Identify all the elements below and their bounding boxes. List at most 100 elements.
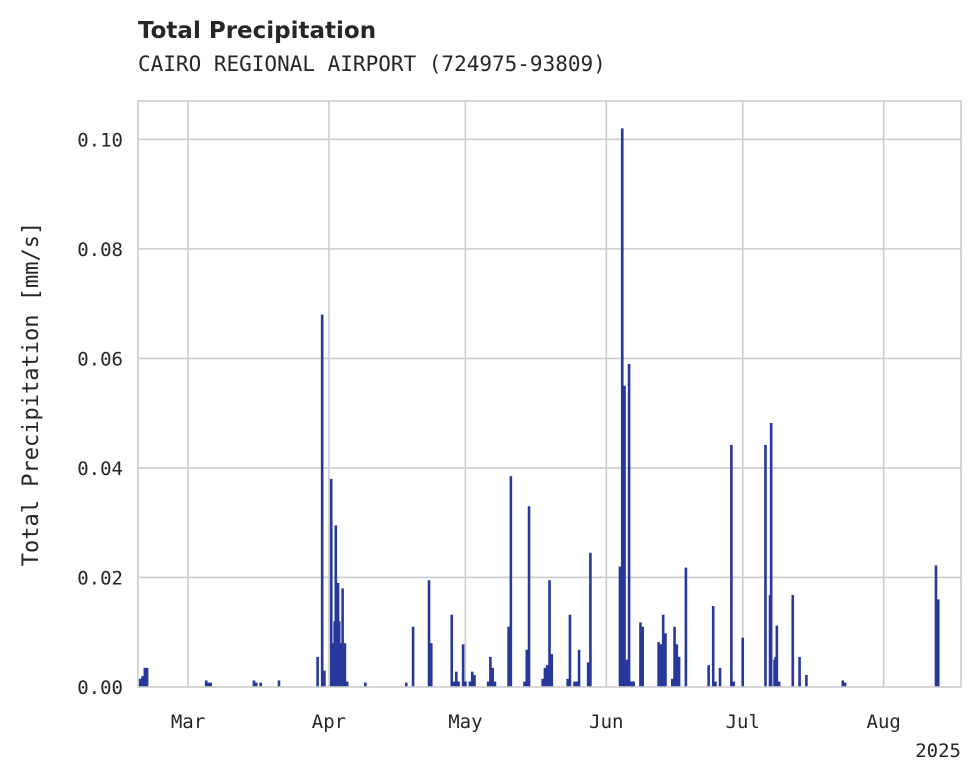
precipitation-bar xyxy=(711,605,715,687)
y-tick-labels: 0.00 0.02 0.04 0.06 0.08 0.10 xyxy=(77,129,123,699)
precipitation-bar xyxy=(509,476,513,687)
precipitation-bar xyxy=(209,682,213,687)
precipitation-bar xyxy=(550,654,554,687)
precipitation-bar xyxy=(473,674,476,687)
x-tick-label: Apr xyxy=(312,711,346,733)
precipitation-bar xyxy=(661,614,665,687)
precipitation-bar xyxy=(675,644,679,687)
precipitation-bar xyxy=(673,626,676,687)
precipitation-bar xyxy=(457,681,460,687)
precipitation-bar xyxy=(341,588,344,687)
precipitation-bar xyxy=(491,667,494,687)
precipitation-bar xyxy=(493,681,497,687)
chart-subtitle: CAIRO REGIONAL AIRPORT (724975-93809) xyxy=(138,52,606,76)
precipitation-bar xyxy=(730,444,733,687)
x-tick-label: Jun xyxy=(589,711,623,733)
precipitation-bar xyxy=(577,649,581,687)
precipitation-bar xyxy=(143,667,147,687)
precipitation-bar xyxy=(145,667,149,687)
precipitation-bar xyxy=(934,565,938,687)
precipitation-bar xyxy=(684,567,688,687)
precipitation-bar xyxy=(541,678,544,687)
precipitation-bar xyxy=(207,682,210,687)
precipitation-bar xyxy=(364,682,367,687)
x-tick-label: Jul xyxy=(726,711,760,733)
precipitation-bar xyxy=(664,633,667,687)
precipitation-bar xyxy=(320,314,324,687)
precipitation-bar xyxy=(468,681,472,687)
precipitation-bar xyxy=(566,678,569,687)
precipitation-bar xyxy=(525,649,529,687)
precipitation-bar xyxy=(575,681,579,687)
x-tick-labels: Mar Apr May Jun Jul Aug xyxy=(171,711,901,733)
precipitation-bar xyxy=(623,385,626,687)
y-tick-label: 0.08 xyxy=(77,239,123,261)
precipitation-bar xyxy=(718,667,722,687)
plot-frame xyxy=(137,100,962,688)
precipitation-bar xyxy=(450,614,454,687)
y-tick-label: 0.10 xyxy=(77,129,123,151)
precipitation-bar xyxy=(323,670,326,687)
precipitation-bar xyxy=(277,680,281,687)
precipitation-bar xyxy=(841,680,845,687)
y-tick-label: 0.02 xyxy=(77,567,123,589)
precipitation-bar xyxy=(630,681,633,687)
precipitation-bar xyxy=(138,678,142,687)
precipitation-bar xyxy=(632,681,635,687)
precipitation-bar xyxy=(329,478,333,687)
precipitation-bar xyxy=(486,681,490,687)
precipitation-bar xyxy=(625,659,629,687)
precipitation-bar xyxy=(254,682,258,687)
precipitation-bar xyxy=(339,643,342,687)
precipitation-bar xyxy=(639,622,642,687)
precipitation-bar xyxy=(777,681,781,687)
y-tick-label: 0.00 xyxy=(77,677,123,699)
precipitation-bar xyxy=(316,656,319,687)
x-tick-label: May xyxy=(448,711,482,733)
y-tick-label: 0.04 xyxy=(77,458,123,480)
precipitation-bar xyxy=(548,580,551,687)
precipitation-bar xyxy=(732,681,735,687)
precipitation-bar xyxy=(670,678,674,687)
precipitation-bar xyxy=(461,644,465,687)
precipitation-bar xyxy=(659,644,663,687)
precipitation-bar xyxy=(677,656,681,687)
precipitation-bar xyxy=(141,676,144,687)
precipitation-bar xyxy=(586,662,590,687)
x-tick-label: Aug xyxy=(867,711,901,733)
precipitation-bar xyxy=(454,671,458,687)
precipitation-bar xyxy=(507,626,510,687)
precipitation-bar xyxy=(259,682,263,687)
precipitation-bars xyxy=(138,128,940,687)
precipitation-bar xyxy=(523,681,526,687)
precipitation-bar xyxy=(452,681,456,687)
y-axis-label: Total Precipitation [mm/s] xyxy=(19,222,44,566)
x-tick-label: Mar xyxy=(171,711,205,733)
precipitation-bar xyxy=(657,642,660,687)
precipitation-bar xyxy=(805,674,808,687)
precipitation-bar xyxy=(204,680,208,687)
precipitation-bar xyxy=(464,681,467,687)
precipitation-bar xyxy=(343,643,347,687)
precipitation-bar xyxy=(843,682,847,687)
precipitation-bar xyxy=(252,680,256,687)
y-tick-label: 0.06 xyxy=(77,348,123,370)
precipitation-bar xyxy=(618,566,622,687)
precipitation-bar xyxy=(936,599,940,687)
precipitation-bar xyxy=(764,444,767,687)
precipitation-bar xyxy=(775,625,779,687)
precipitation-bar xyxy=(404,682,408,687)
grid-lines xyxy=(138,101,961,687)
precipitation-bar xyxy=(411,626,415,687)
precipitation-bar xyxy=(589,552,592,687)
precipitation-bar xyxy=(429,643,433,687)
precipitation-bar xyxy=(545,665,549,687)
precipitation-bar xyxy=(791,594,795,687)
precipitation-bar xyxy=(345,681,349,687)
precipitation-bar xyxy=(543,667,547,687)
precipitation-bar xyxy=(334,525,338,687)
x-offset-label: 2025 xyxy=(915,740,961,762)
precipitation-bar xyxy=(627,363,631,687)
precipitation-bar xyxy=(798,656,801,687)
precipitation-bar xyxy=(427,580,431,687)
